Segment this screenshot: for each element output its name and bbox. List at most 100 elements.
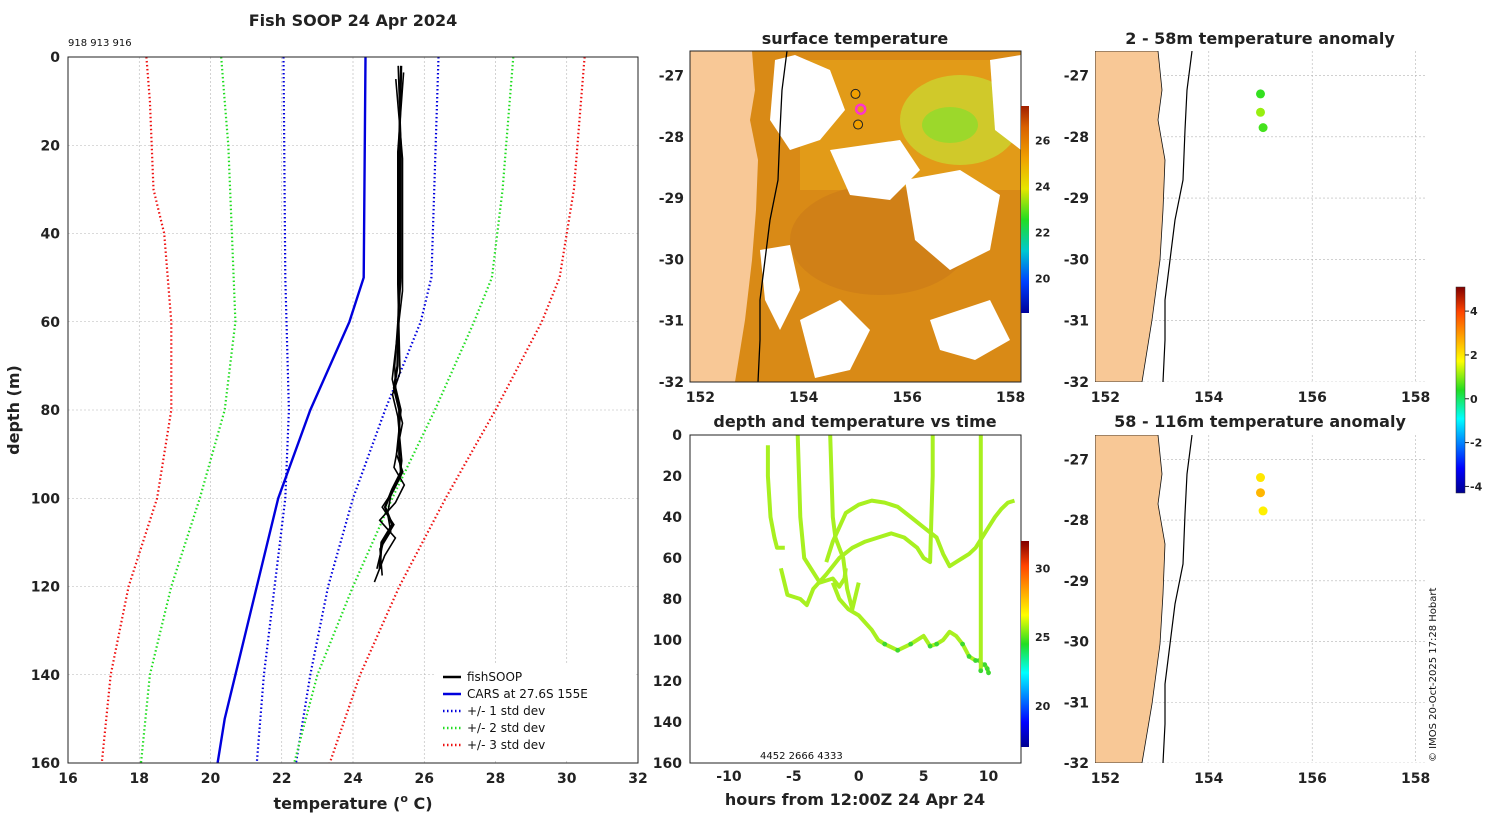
anomaly-colorbar-tick: 4 [1470, 305, 1478, 318]
time-ytick: 0 [672, 428, 682, 444]
copyright-footer: © IMOS 20-Oct-2025 17:28 Hobart [1428, 587, 1439, 762]
map-ytick: -28 [1064, 513, 1089, 529]
map-ytick: -32 [659, 375, 684, 391]
sst-station-marker [854, 103, 867, 115]
profile-xtick: 32 [628, 771, 647, 787]
time-track [824, 498, 1016, 569]
map-ytick: -32 [1064, 375, 1089, 391]
map-ytick: -27 [1064, 69, 1089, 85]
anomaly-deep-panel: 58 - 116m temperature anomaly 152 154 156 1… [1064, 286, 1483, 787]
profile-ytick: 80 [41, 403, 61, 419]
map-xtick: 156 [1298, 771, 1327, 787]
profile-line-cars-mean [216, 57, 367, 763]
profile-ytick: 100 [31, 491, 60, 507]
map-xtick: 156 [893, 390, 922, 406]
anomaly-deep-title: 58 - 116m temperature anomaly [1114, 412, 1406, 431]
time-colorbar-tick: 20 [1035, 700, 1051, 713]
profile-ytick: 40 [41, 227, 61, 243]
time-track-deep-point [882, 641, 888, 647]
map-ytick: -27 [659, 69, 684, 85]
map-ytick: -27 [1064, 452, 1089, 468]
time-xlabel: hours from 12:00Z 24 Apr 24 [725, 790, 985, 809]
sst-cloud-mask [760, 55, 1021, 378]
profile-legend: fishSOOP CARS at 27.6S 155E +/- 1 std dev +… [436, 664, 636, 760]
anomaly-shallow-point [1256, 89, 1265, 99]
time-ytick: 60 [663, 551, 683, 567]
anomaly-deep-point [1258, 506, 1268, 516]
time-xtick: 0 [854, 769, 864, 785]
profile-line--3-std [100, 57, 173, 763]
sst-station-marker [850, 88, 861, 99]
time-track-deep-point [978, 668, 984, 674]
anomaly-colorbar-tick: 0 [1470, 393, 1478, 406]
anomaly-colorbar [1455, 286, 1466, 494]
anomaly-shallow-land [1095, 51, 1166, 382]
profile-line-fishsoop-cast [373, 79, 406, 583]
time-track-deep-point [895, 647, 901, 653]
anomaly-colorbar-tick: -4 [1470, 480, 1483, 493]
time-ytick: 20 [663, 469, 683, 485]
time-colorbar [1021, 541, 1029, 747]
time-xtick: -5 [786, 769, 802, 785]
profile-grid [67, 56, 639, 764]
time-track [795, 435, 848, 589]
profile-xtick: 18 [130, 771, 149, 787]
time-colorbar-tick: 25 [1035, 631, 1050, 644]
time-xtick: 5 [919, 769, 929, 785]
anomaly-deep-point [1256, 473, 1265, 483]
anomaly-deep-ticks: 152 154 156 158 -27 -28 -29 -30 -31 -32 [1064, 452, 1431, 787]
time-ytick: 120 [653, 674, 682, 690]
sst-colorbar-ticks: 20 22 24 26 [1035, 135, 1051, 286]
legend-label: CARS at 27.6S 155E [467, 687, 588, 701]
map-ytick: -30 [659, 252, 685, 268]
anomaly-colorbar-tick: 2 [1470, 349, 1478, 362]
profile-line--1-std [294, 57, 440, 763]
profile-ytick: 20 [41, 138, 61, 154]
time-ytick: 160 [653, 756, 682, 772]
map-ytick: -29 [1064, 191, 1089, 207]
profile-ytick: 120 [31, 580, 60, 596]
map-xtick: 154 [1194, 771, 1223, 787]
profile-line-fishsoop [378, 65, 403, 569]
anomaly-deep-map [1095, 435, 1426, 763]
map-ytick: -28 [659, 130, 684, 146]
profile-ytick: 60 [41, 315, 61, 331]
anomaly-shallow-points [1256, 89, 1268, 133]
profile-ytick: 160 [31, 756, 60, 772]
profile-xtick: 16 [58, 771, 77, 787]
anomaly-deep-points [1256, 473, 1268, 516]
time-ytick: 140 [653, 715, 682, 731]
profile-xtick: 28 [486, 771, 505, 787]
time-annotation: 4452 2666 4333 [760, 751, 843, 762]
sst-panel: surface temperature 152 154 156 158 -27 -28 -2… [659, 29, 1051, 406]
time-track-deep-point [927, 643, 933, 649]
time-track-deep-point [934, 641, 940, 647]
profile-ylabel: depth (m) [4, 365, 23, 455]
sst-ticks: 152 154 156 158 -27 -28 -29 -30 -31 -32 [659, 69, 1026, 406]
map-xtick: 158 [1401, 771, 1430, 787]
anomaly-shallow-point [1256, 107, 1265, 117]
time-title: depth and temperature vs time [713, 412, 996, 431]
anomaly-deep-grid [1095, 435, 1426, 763]
sst-colorbar [1021, 106, 1029, 313]
anomaly-shallow-title: 2 - 58m temperature anomaly [1125, 29, 1395, 48]
map-xtick: 154 [1194, 390, 1223, 406]
map-ytick: -32 [1064, 756, 1089, 772]
time-track-deep-point [966, 654, 972, 659]
anomaly-shallow-panel: 2 - 58m temperature anomaly 152 154 156 158… [1064, 29, 1431, 406]
legend-label: fishSOOP [467, 670, 522, 684]
sst-isobath [757, 51, 788, 382]
legend-label: +/- 1 std dev [467, 704, 545, 718]
map-ytick: -30 [1064, 635, 1090, 651]
sst-land [690, 51, 758, 382]
map-xtick: 152 [686, 390, 715, 406]
anomaly-shallow-point [1258, 123, 1268, 133]
legend-box [436, 664, 636, 760]
sst-station-marker [853, 119, 864, 130]
time-track-deep-point [982, 662, 988, 667]
map-ytick: -28 [1064, 130, 1089, 146]
anomaly-shallow-ticks: 152 154 156 158 -27 -28 -29 -30 -31 -32 [1064, 69, 1431, 406]
profile-frame [67, 56, 639, 764]
map-ytick: -29 [659, 191, 684, 207]
